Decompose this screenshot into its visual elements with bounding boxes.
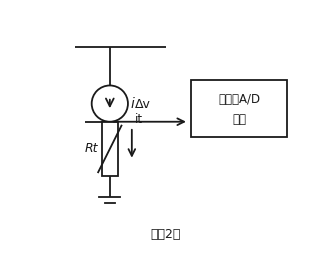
Text: i: i [130,97,134,111]
Text: Δv: Δv [135,98,151,111]
Text: 处理: 处理 [232,113,246,126]
Text: 图（2）: 图（2） [150,228,181,241]
Bar [191,80,287,137]
Circle shape [92,85,128,122]
Bar [102,122,118,176]
Text: 放大、A/D: 放大、A/D [218,93,260,106]
Text: Rt: Rt [85,142,98,155]
Text: it: it [134,113,143,126]
